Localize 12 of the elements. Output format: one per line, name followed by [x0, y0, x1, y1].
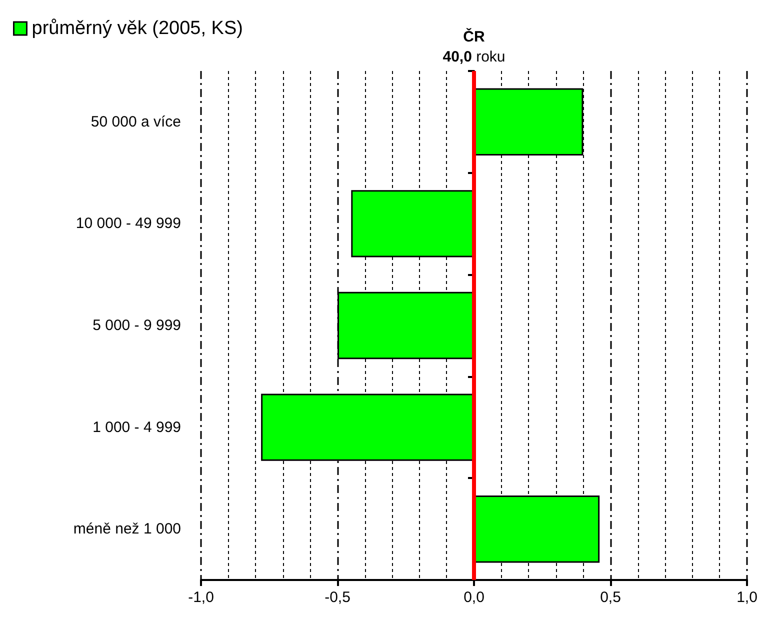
legend-label: průměrný věk (2005, KS) — [32, 18, 243, 39]
x-tick-label: 0,5 — [600, 589, 621, 606]
x-tick-label: -1,0 — [188, 589, 214, 606]
x-tick-label: 1,0 — [736, 589, 758, 606]
x-tick-label: -0,5 — [324, 589, 350, 606]
y-tick-label: 5 000 - 9 999 — [92, 317, 181, 334]
y-tick-label: méně než 1 000 — [73, 520, 181, 538]
x-tick-label: 0,0 — [464, 589, 484, 606]
ref-line-label: ČR 40,0 roku — [442, 28, 506, 66]
y-tick-label: 50 000 a více — [90, 113, 181, 130]
y-tick-label: 10 000 - 49 999 — [76, 215, 181, 232]
y-tick-label: 1 000 - 4 999 — [92, 418, 181, 436]
